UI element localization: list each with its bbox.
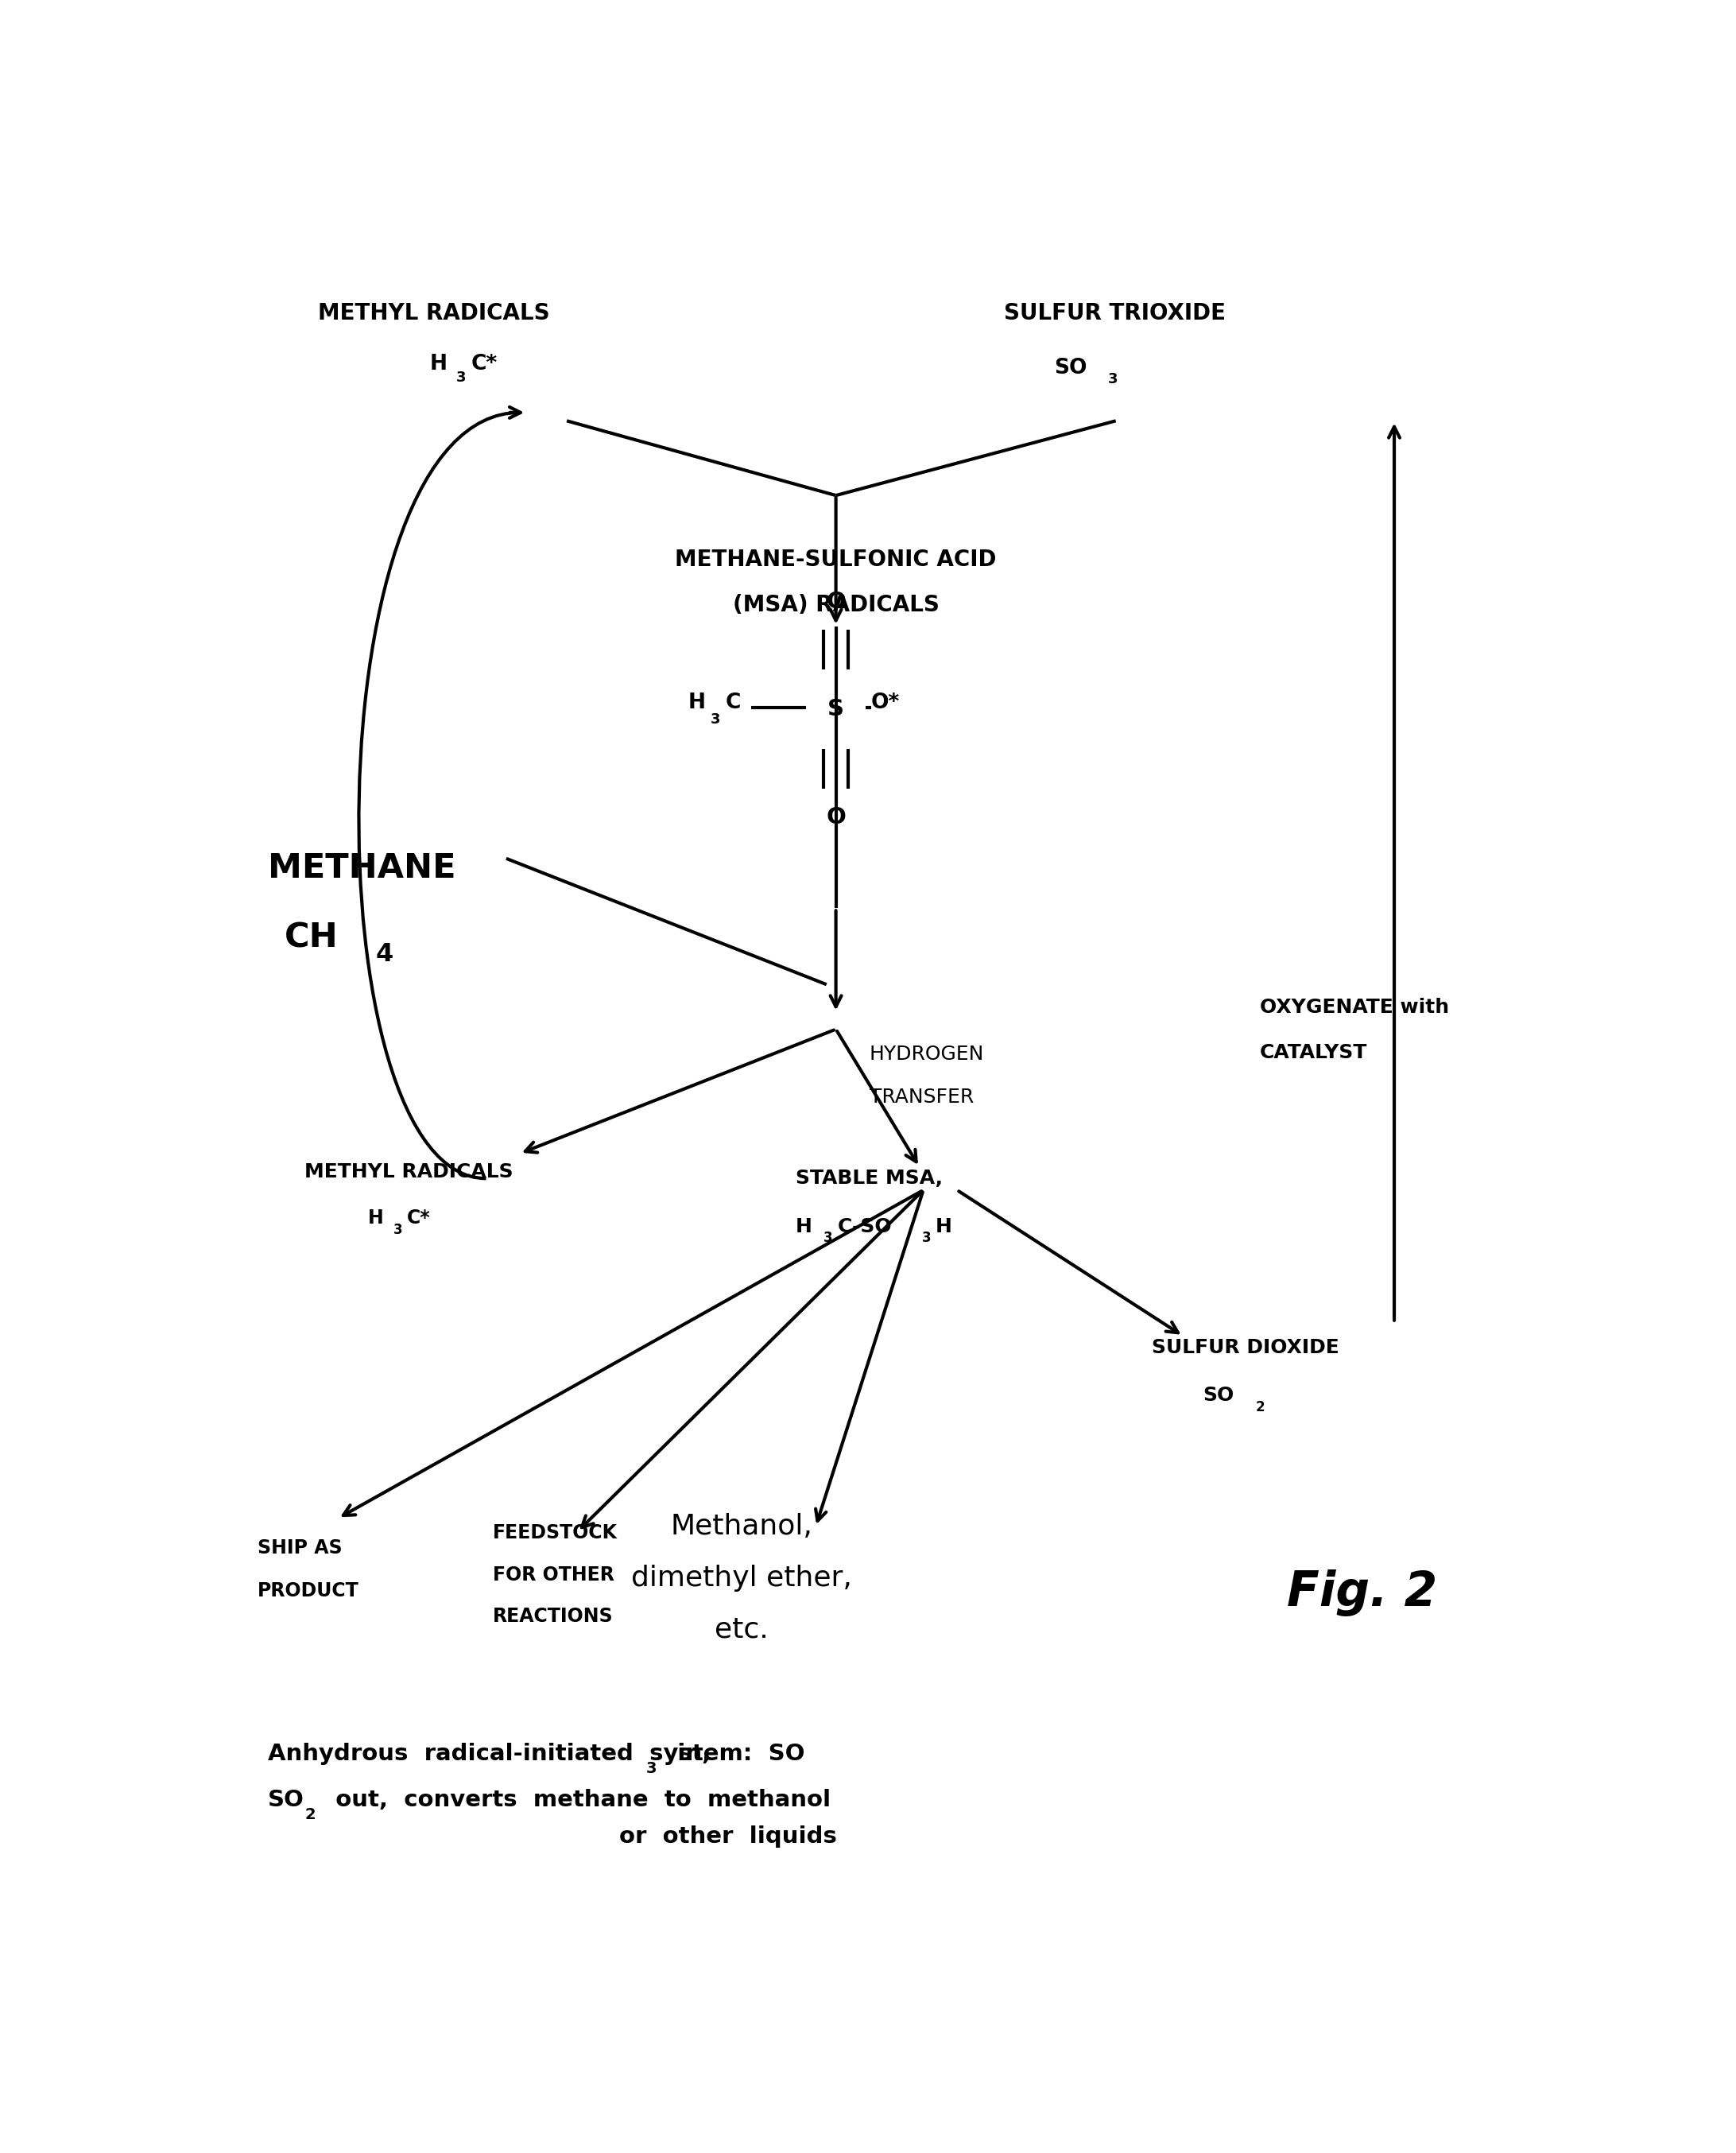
Text: dimethyl ether,: dimethyl ether, — [632, 1565, 852, 1591]
Text: SULFUR TRIOXIDE: SULFUR TRIOXIDE — [1003, 301, 1226, 325]
Text: etc.: etc. — [715, 1617, 769, 1643]
Text: HYDROGEN: HYDROGEN — [870, 1044, 984, 1064]
Text: METHYL RADICALS: METHYL RADICALS — [318, 301, 550, 325]
Text: OXYGENATE with: OXYGENATE with — [1260, 999, 1450, 1016]
Text: H: H — [936, 1216, 951, 1236]
Text: Methanol,: Methanol, — [670, 1514, 812, 1539]
Text: O: O — [826, 805, 845, 829]
Text: C-SO: C-SO — [837, 1216, 892, 1236]
Text: TRANSFER: TRANSFER — [870, 1087, 974, 1107]
Text: H: H — [429, 353, 448, 375]
Text: (MSA) RADICALS: (MSA) RADICALS — [733, 594, 939, 616]
Text: or  other  liquids: or other liquids — [620, 1826, 837, 1847]
Text: SO: SO — [267, 1789, 304, 1811]
Text: CATALYST: CATALYST — [1260, 1042, 1368, 1061]
Text: SHIP AS: SHIP AS — [257, 1539, 342, 1557]
Text: 3: 3 — [922, 1232, 930, 1244]
Text: O*: O* — [871, 693, 899, 713]
Text: 3: 3 — [825, 1232, 833, 1244]
Text: Fig. 2: Fig. 2 — [1286, 1570, 1437, 1617]
Text: C*: C* — [406, 1208, 431, 1227]
Text: FEEDSTOCK: FEEDSTOCK — [493, 1524, 618, 1544]
Text: METHYL RADICALS: METHYL RADICALS — [304, 1163, 514, 1182]
Text: PRODUCT: PRODUCT — [257, 1582, 359, 1602]
Text: 3: 3 — [1108, 372, 1118, 388]
Text: CH: CH — [285, 921, 339, 954]
Text: S: S — [828, 698, 844, 721]
Text: O: O — [826, 590, 845, 614]
Text: H: H — [687, 693, 705, 713]
Text: SO: SO — [1054, 357, 1087, 379]
Text: H: H — [795, 1216, 812, 1236]
Text: SULFUR DIOXIDE: SULFUR DIOXIDE — [1153, 1337, 1340, 1356]
Text: 4: 4 — [375, 943, 394, 967]
Text: 3: 3 — [710, 713, 720, 726]
Text: 3: 3 — [457, 370, 467, 385]
Text: STABLE MSA,: STABLE MSA, — [795, 1169, 943, 1188]
Text: 3: 3 — [394, 1223, 403, 1238]
Text: 2: 2 — [304, 1809, 316, 1824]
Text: H: H — [368, 1208, 384, 1227]
Text: REACTIONS: REACTIONS — [493, 1606, 613, 1626]
Text: Anhydrous  radical-initiated  system:  SO: Anhydrous radical-initiated system: SO — [267, 1742, 806, 1765]
Text: C*: C* — [470, 353, 498, 375]
Text: METHANE-SULFONIC ACID: METHANE-SULFONIC ACID — [675, 549, 996, 571]
Text: out,  converts  methane  to  methanol: out, converts methane to methanol — [319, 1789, 830, 1811]
Text: 3: 3 — [646, 1761, 656, 1776]
Text: SO: SO — [1203, 1387, 1234, 1406]
Text: in,: in, — [661, 1742, 710, 1765]
Text: 2: 2 — [1255, 1399, 1266, 1415]
Text: C: C — [726, 693, 741, 713]
Text: FOR OTHER: FOR OTHER — [493, 1565, 615, 1585]
Text: METHANE: METHANE — [267, 853, 457, 885]
